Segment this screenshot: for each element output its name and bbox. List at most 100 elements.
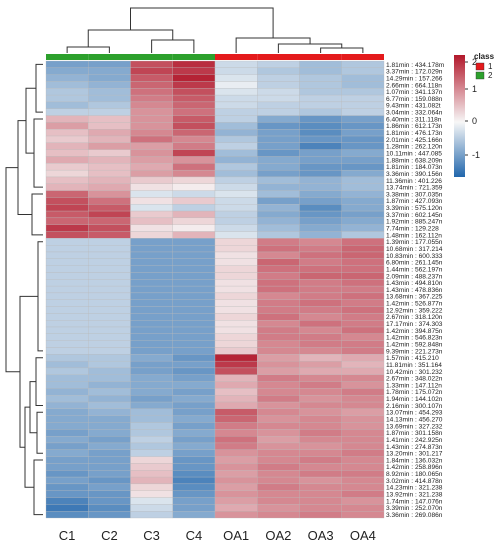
row-label: 6.40min : 311.118n <box>386 116 442 123</box>
heatmap-cell <box>130 442 173 450</box>
heatmap-cell <box>88 347 131 355</box>
heatmap-cell <box>130 122 173 130</box>
heatmap-cell <box>341 497 385 505</box>
row-label: 3.04min : 332.064n <box>386 110 443 117</box>
heatmap-cell <box>341 60 385 68</box>
row-label: 1.42min : 526.877n <box>386 301 443 308</box>
heatmap-cell <box>45 449 89 457</box>
heatmap-cell <box>45 60 89 68</box>
heatmap-cell <box>341 449 385 457</box>
heatmap-cell <box>45 279 89 287</box>
heatmap-cell <box>130 101 173 109</box>
heatmap-cell <box>172 442 216 450</box>
heatmap-cell <box>299 67 342 75</box>
heatmap-cell <box>172 490 216 498</box>
heatmap-cell <box>45 169 89 178</box>
heatmap-cell <box>214 299 258 307</box>
heatmap-cell <box>299 354 342 362</box>
heatmap-cell <box>214 326 258 334</box>
heatmap-cell <box>45 135 89 143</box>
heatmap-cell <box>88 129 131 137</box>
colorbar-tick-label: 2 <box>472 57 477 67</box>
heatmap-cell <box>45 360 89 369</box>
heatmap-cell <box>299 142 342 150</box>
heatmap-cell <box>299 326 342 334</box>
heatmap-cell <box>257 511 300 519</box>
heatmap-cell <box>299 374 342 382</box>
heatmap-cell <box>172 238 216 246</box>
heatmap-cell <box>341 122 385 130</box>
heatmap-cell <box>130 67 173 75</box>
heatmap-cell <box>257 122 300 130</box>
heatmap-cell <box>88 108 131 116</box>
heatmap-cell <box>130 176 173 184</box>
heatmap-cell <box>45 67 89 75</box>
heatmap-cell <box>214 347 258 355</box>
dendrogram-branch <box>33 459 43 516</box>
heatmap-cell <box>299 169 342 178</box>
heatmap-cell <box>341 340 385 348</box>
heatmap-cell <box>45 320 89 328</box>
heatmap-cell <box>172 497 216 505</box>
dendrogram-branch <box>33 118 43 188</box>
heatmap-cell <box>88 435 131 444</box>
heatmap-cell <box>341 169 385 178</box>
heatmap-cell <box>130 135 173 143</box>
heatmap-cell <box>257 258 300 266</box>
heatmap-cell <box>341 347 385 355</box>
heatmap-cell <box>214 169 258 178</box>
dendrogram-branch <box>130 7 274 38</box>
heatmap-cell <box>88 422 131 430</box>
heatmap-cell <box>214 429 258 437</box>
heatmap-cell <box>257 224 300 232</box>
heatmap-cell <box>214 190 258 198</box>
heatmap-cell <box>299 108 342 116</box>
heatmap-cell <box>257 490 300 498</box>
row-label: 3.02min : 414.878n <box>386 478 443 485</box>
heatmap-cell <box>341 115 385 123</box>
heatmap-cell <box>257 435 300 444</box>
heatmap-cell <box>88 190 131 198</box>
heatmap-cell <box>299 360 342 369</box>
heatmap-cell <box>45 94 89 103</box>
heatmap-cell <box>130 401 173 410</box>
heatmap-cell <box>130 60 173 68</box>
column-label: C3 <box>143 528 160 543</box>
heatmap-cell <box>214 476 258 485</box>
heatmap-cell <box>341 320 385 328</box>
heatmap-cell <box>88 231 131 239</box>
heatmap-cell <box>130 204 173 212</box>
heatmap-cell <box>214 176 258 184</box>
heatmap-cell <box>214 115 258 123</box>
heatmap-cell <box>299 245 342 253</box>
heatmap-cell <box>341 272 385 280</box>
heatmap-cell <box>341 204 385 212</box>
row-label: 1.28min : 262.120n <box>386 144 443 151</box>
row-label: 3.36min : 390.156n <box>386 171 443 178</box>
heatmap-cell <box>45 456 89 464</box>
row-label: 1.57min : 415.210 <box>386 355 439 362</box>
row-label: 10.42min : 301.232 <box>386 369 443 376</box>
column-label: C1 <box>59 528 76 543</box>
heatmap-cell <box>299 435 342 444</box>
heatmap-cell <box>88 374 131 382</box>
heatmap-cell <box>172 292 216 300</box>
row-label: 1.81min : 434.178m <box>386 62 445 69</box>
heatmap-cell <box>88 456 131 464</box>
row-label: 2.16min : 300.107n <box>386 403 443 410</box>
heatmap-cell <box>172 299 216 307</box>
heatmap-cell <box>257 169 300 178</box>
heatmap-cell <box>341 183 385 191</box>
heatmap-cell <box>45 292 89 300</box>
heatmap-cell <box>45 401 89 410</box>
heatmap-cell <box>214 129 258 137</box>
row-label: 2.01min : 425.166n <box>386 137 443 144</box>
heatmap-cell <box>341 435 385 444</box>
heatmap-cell <box>45 122 89 130</box>
heatmap-cell <box>88 197 131 205</box>
heatmap-cell <box>172 251 216 259</box>
heatmap-cell <box>130 388 173 396</box>
heatmap-cell <box>45 442 89 450</box>
heatmap-cell <box>45 88 89 96</box>
